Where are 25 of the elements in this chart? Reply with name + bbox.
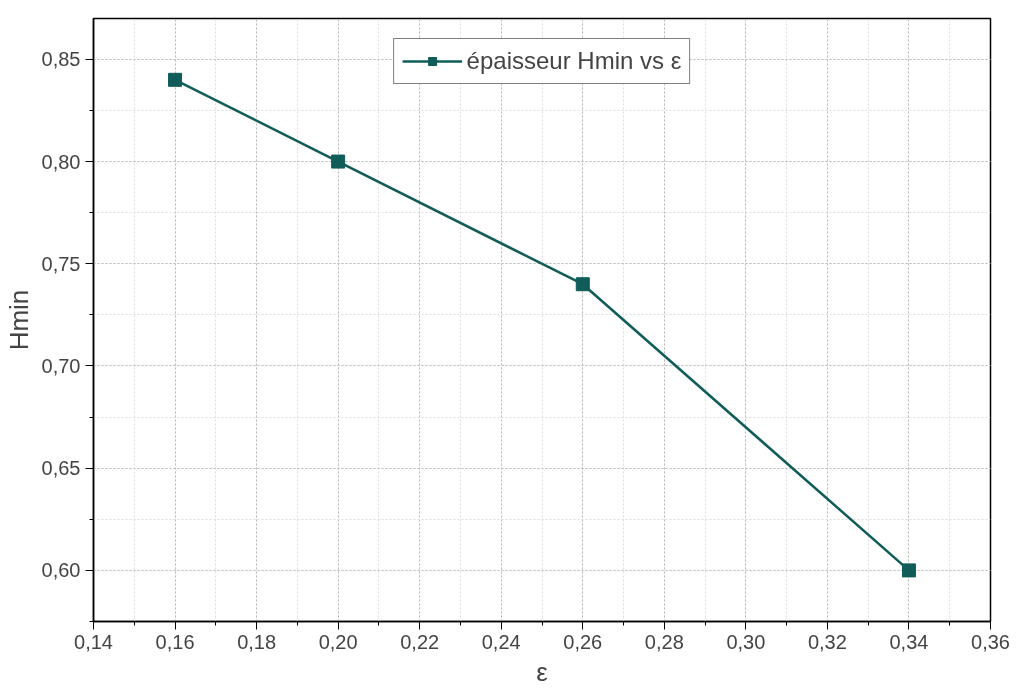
- y-tick-label: 0,80: [41, 150, 81, 173]
- x-tick-label: 0,14: [74, 630, 113, 653]
- y-tick-label: 0,65: [41, 457, 81, 480]
- y-tick-label: 0,70: [41, 354, 81, 377]
- x-tick-label: 0,32: [807, 630, 847, 653]
- point: [575, 277, 590, 292]
- y-tick-label: 0,75: [41, 252, 81, 275]
- x-tick-label: 0,22: [400, 630, 440, 653]
- point: [901, 563, 916, 578]
- point: [168, 72, 183, 87]
- x-tick-label: 0,26: [563, 630, 603, 653]
- legend-label: épaisseur Hmin vs ε: [466, 47, 682, 75]
- x-tick-label: 0,24: [481, 630, 521, 653]
- point: [331, 154, 346, 169]
- x-tick-label: 0,18: [237, 630, 277, 653]
- x-tick-label: 0,20: [318, 630, 358, 653]
- x-tick-label: 0,36: [971, 630, 1010, 653]
- y-tick-label: 0,60: [41, 559, 81, 582]
- x-tick-label: 0,34: [889, 630, 929, 653]
- x-tick-label: 0,28: [644, 630, 684, 653]
- y-axis-title: Hmin: [3, 289, 34, 351]
- y-tick-label: 0,85: [41, 48, 81, 71]
- x-axis-title: ε: [536, 656, 549, 687]
- x-tick-label: 0,30: [726, 630, 766, 653]
- x-tick-label: 0,16: [155, 630, 195, 653]
